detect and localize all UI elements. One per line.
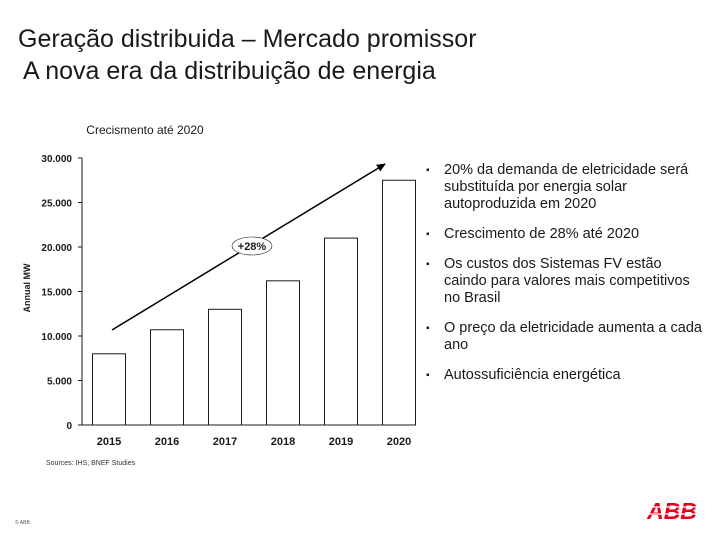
abb-logo: ABB xyxy=(640,500,704,522)
bullet-dot-icon: ▪ xyxy=(426,323,430,334)
x-tick-label: 2019 xyxy=(329,436,353,448)
slide-title: Geração distribuida – Mercado promissor xyxy=(18,25,477,53)
bullet-item: ▪ Autossuficiência energética xyxy=(424,367,704,384)
y-tick-label: 5.000 xyxy=(47,377,72,388)
bullet-dot-icon: ▪ xyxy=(426,229,430,240)
abb-logo-text: ABB xyxy=(646,500,697,522)
bar xyxy=(382,179,416,426)
bullet-text: Crescimento de 28% até 2020 xyxy=(444,226,640,242)
copyright-note: © ABB xyxy=(15,520,30,526)
y-tick-label: 30.000 xyxy=(41,154,72,165)
x-tick-label: 2017 xyxy=(213,436,237,448)
y-tick-label: 25.000 xyxy=(41,199,72,210)
bullet-text: O preço da eletricidade aumenta a cada a… xyxy=(444,320,702,353)
growth-annotation-oval xyxy=(231,236,273,256)
bar xyxy=(92,353,126,426)
bullet-dot-icon: ▪ xyxy=(426,259,430,270)
bar xyxy=(266,280,300,426)
bullet-item: ▪ 20% da demanda de eletricidade será sub… xyxy=(424,162,704,213)
bar xyxy=(208,308,242,426)
x-ticks: 2015 2016 2017 2018 2019 2020 xyxy=(97,436,411,448)
bullet-text: Autossuficiência energética xyxy=(444,367,621,383)
bars xyxy=(92,179,416,426)
bar xyxy=(150,329,184,426)
x-tick-label: 2020 xyxy=(387,436,411,448)
y-tick-label: 15.000 xyxy=(41,288,72,299)
y-tick-label: 10.000 xyxy=(41,332,72,343)
x-tick-label: 2018 xyxy=(271,436,295,448)
bullet-item: ▪ O preço da eletricidade aumenta a cada … xyxy=(424,320,704,354)
x-tick-label: 2016 xyxy=(155,436,179,448)
y-ticks: 0 5.000 10.000 15.000 20.000 25.000 30.000 xyxy=(41,154,82,432)
growth-annotation: +28% xyxy=(238,241,267,253)
bullet-dot-icon: ▪ xyxy=(426,165,430,176)
x-tick-label: 2015 xyxy=(97,436,121,448)
sources-note: Sources: IHS, BNEF Studies xyxy=(46,460,136,467)
slide-subtitle: A nova era da distribuição de energia xyxy=(23,57,436,85)
bullet-dot-icon: ▪ xyxy=(426,370,430,381)
bullet-text: Os custos dos Sistemas FV estão caindo p… xyxy=(444,256,690,306)
bullet-item: ▪ Os custos dos Sistemas FV estão caindo … xyxy=(424,256,704,307)
bar xyxy=(324,237,358,426)
chart-title: Crecismento até 2020 xyxy=(86,123,204,137)
y-tick-label: 0 xyxy=(66,421,72,432)
bullet-text: 20% da demanda de eletricidade será subs… xyxy=(444,162,689,212)
y-axis-label: Annual MW xyxy=(22,263,32,312)
bullet-item: ▪ Crescimento de 28% até 2020 xyxy=(424,226,704,243)
bullet-list: ▪ 20% da demanda de eletricidade será sub… xyxy=(424,162,704,397)
y-tick-label: 20.000 xyxy=(41,243,72,254)
